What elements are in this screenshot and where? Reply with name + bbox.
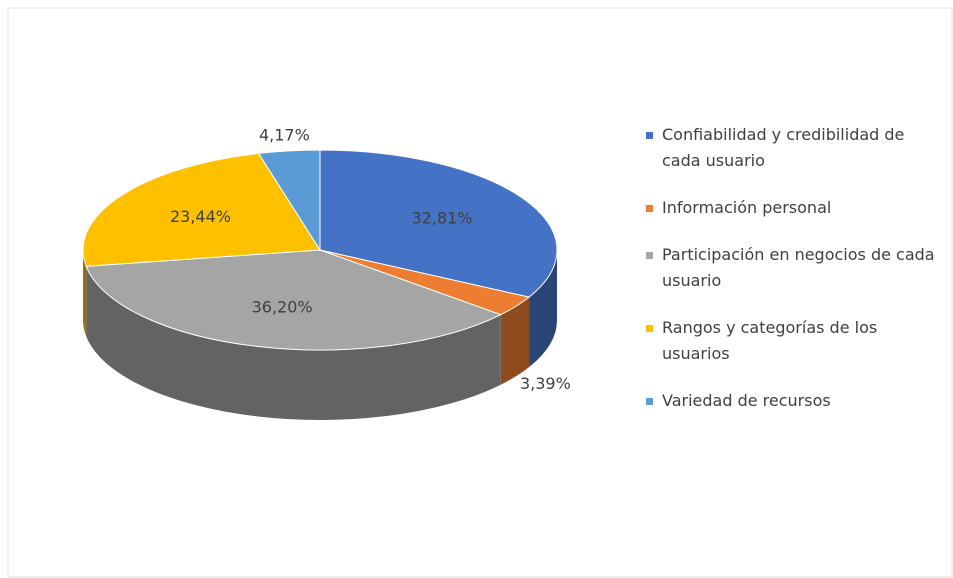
legend-item: Participación en negocios de cada usuari… [646, 242, 946, 294]
data-label: 23,44% [170, 207, 231, 226]
frame [7, 7, 953, 578]
data-label: 3,39% [520, 374, 571, 393]
data-label: 32,81% [411, 209, 472, 228]
slice [82, 152, 321, 267]
legend-swatch [646, 132, 653, 139]
slice-side [529, 250, 557, 368]
slice-side [86, 266, 501, 420]
legend-label: Rangos y categorías de los usuarios [662, 318, 878, 363]
legend-label: Participación en negocios de cada usuari… [662, 245, 935, 290]
legend-item: Confiabilidad y credibilidad de cada usu… [646, 122, 946, 174]
data-label: 4,17% [259, 125, 310, 144]
legend-swatch [646, 398, 653, 405]
slice-side [83, 250, 87, 337]
legend-item: Información personal [646, 195, 946, 221]
legend-swatch [646, 325, 653, 332]
legend: Confiabilidad y credibilidad de cada usu… [646, 122, 946, 435]
legend-label: Variedad de recursos [662, 391, 831, 410]
slice [85, 249, 503, 351]
legend-swatch [646, 205, 653, 212]
slice-side [500, 297, 530, 385]
data-label: 36,20% [252, 297, 313, 316]
legend-swatch [646, 252, 653, 259]
slice [319, 149, 558, 298]
legend-label: Información personal [662, 198, 832, 217]
legend-label: Confiabilidad y credibilidad de cada usu… [662, 125, 905, 170]
slice [257, 149, 321, 252]
legend-item: Rangos y categorías de los usuarios [646, 315, 946, 367]
legend-item: Variedad de recursos [646, 388, 946, 414]
